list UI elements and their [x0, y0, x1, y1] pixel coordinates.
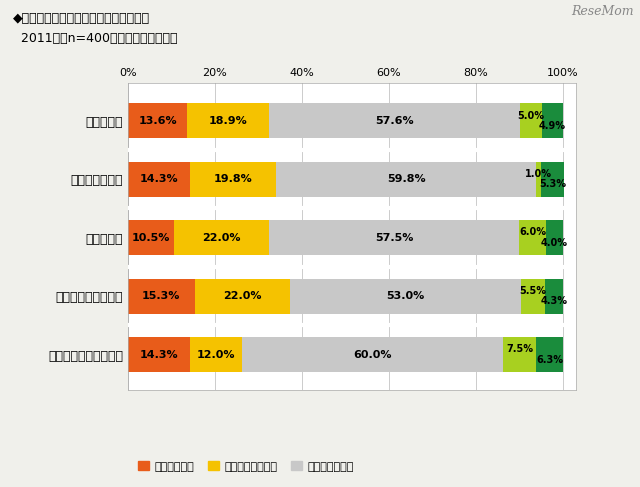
Bar — [521, 279, 545, 314]
Text: 5.3%: 5.3% — [539, 180, 566, 189]
Text: 19.8%: 19.8% — [214, 174, 253, 184]
Text: 60.0%: 60.0% — [354, 350, 392, 359]
Text: 12.0%: 12.0% — [197, 350, 236, 359]
Text: ReseMom: ReseMom — [571, 5, 634, 18]
Text: 13.6%: 13.6% — [138, 116, 177, 126]
Bar — [276, 162, 536, 197]
Bar — [243, 337, 504, 372]
Text: 1.0%: 1.0% — [525, 169, 552, 179]
Text: 7.5%: 7.5% — [506, 344, 533, 354]
Text: ◆ポジション別の人員の過不足について: ◆ポジション別の人員の過不足について — [13, 12, 150, 25]
Text: 5.0%: 5.0% — [517, 111, 544, 120]
Text: 59.8%: 59.8% — [387, 174, 426, 184]
Bar — [173, 220, 269, 255]
Bar — [520, 103, 541, 138]
Text: 57.6%: 57.6% — [375, 116, 414, 126]
Text: 4.9%: 4.9% — [539, 121, 566, 131]
Bar — [128, 220, 173, 255]
Text: 18.9%: 18.9% — [209, 116, 248, 126]
Bar — [128, 337, 190, 372]
Text: 10.5%: 10.5% — [132, 233, 170, 243]
Bar — [269, 103, 520, 138]
Bar — [541, 162, 564, 197]
Bar — [504, 337, 536, 372]
Bar — [128, 162, 190, 197]
Bar — [545, 220, 563, 255]
Text: 22.0%: 22.0% — [223, 291, 262, 301]
Bar — [190, 337, 243, 372]
Text: 15.3%: 15.3% — [142, 291, 180, 301]
Bar — [128, 279, 195, 314]
Bar — [545, 279, 563, 314]
Text: 14.3%: 14.3% — [140, 350, 179, 359]
Text: 5.5%: 5.5% — [519, 286, 546, 296]
Bar — [128, 103, 187, 138]
Bar — [187, 103, 269, 138]
Text: 4.0%: 4.0% — [541, 238, 568, 248]
Bar — [269, 220, 520, 255]
Text: 53.0%: 53.0% — [387, 291, 424, 301]
Bar — [190, 162, 276, 197]
Text: 57.5%: 57.5% — [375, 233, 413, 243]
Text: 14.3%: 14.3% — [140, 174, 179, 184]
Bar — [536, 337, 563, 372]
Text: 4.3%: 4.3% — [541, 297, 568, 306]
Text: 2011年【n=400】（単一回答形式）: 2011年【n=400】（単一回答形式） — [13, 32, 177, 45]
Bar — [536, 162, 541, 197]
Bar — [290, 279, 521, 314]
Text: 22.0%: 22.0% — [202, 233, 241, 243]
Bar — [541, 103, 563, 138]
Bar — [195, 279, 290, 314]
Bar — [520, 220, 545, 255]
Text: 6.0%: 6.0% — [519, 227, 546, 237]
Text: 6.3%: 6.3% — [536, 355, 563, 365]
